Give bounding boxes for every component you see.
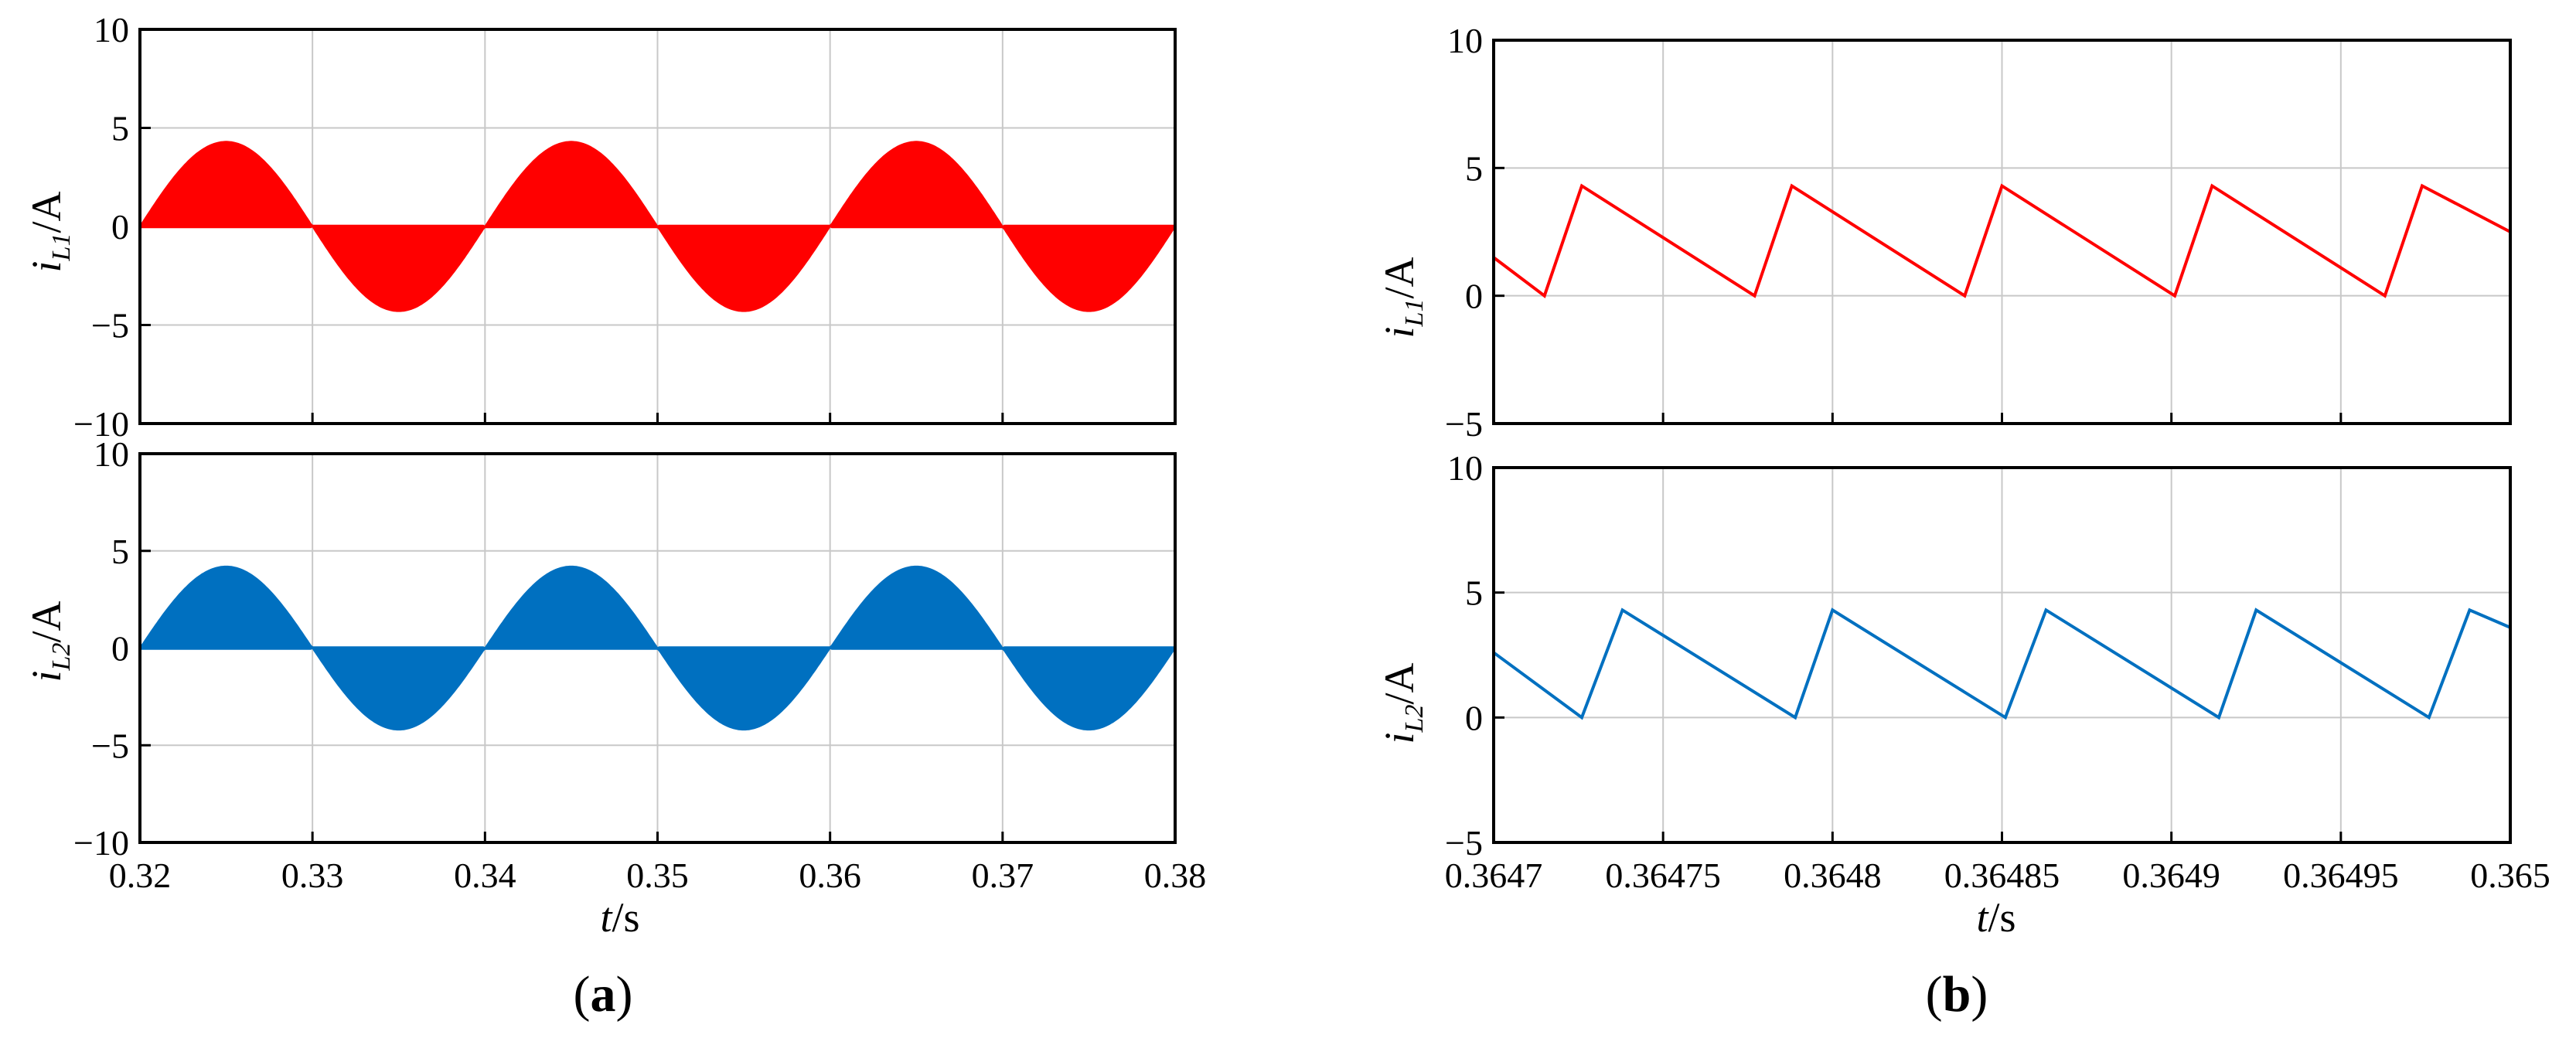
chart-4: 0.3647 0.36475 0.3648 0.36485 0.3649 0.36495 0…	[1445, 448, 2550, 895]
x-tick-label: 0.3649	[2122, 856, 2220, 895]
chart-2: 0.32 0.33 0.34 0.35 0.36 0.37 0.38 10 5 0 −5 −10	[73, 434, 1206, 895]
y-tick-label: 10	[1447, 448, 1483, 488]
xlabel-b: t/s	[1976, 894, 2015, 941]
y-tick-label: 5	[111, 532, 129, 571]
ylabel-il1-a: iL1/A	[23, 192, 76, 273]
plot-frame	[1492, 466, 2512, 844]
ylabel-il2-a: iL2/A	[23, 601, 76, 682]
y-tick-label: −5	[91, 726, 129, 765]
y-tick-label: 5	[1465, 573, 1483, 613]
y-tick-label: 5	[111, 109, 129, 148]
x-tick-label: 0.36475	[1605, 856, 1721, 895]
x-tick-label: 0.34	[454, 856, 516, 895]
y-tick-label: −5	[1445, 404, 1483, 444]
y-tick-label: 5	[1465, 148, 1483, 188]
y-tick-label: −10	[73, 404, 129, 444]
y-tick-label: 0	[111, 207, 129, 247]
xlabel-a: t/s	[600, 894, 639, 941]
x-tick-label: 0.33	[281, 856, 344, 895]
y-tick-label: −10	[73, 823, 129, 863]
y-tick-label: 10	[1447, 21, 1483, 60]
x-tick-label: 0.37	[972, 856, 1034, 895]
x-tick-label: 0.36	[799, 856, 861, 895]
x-tick-label: 0.3648	[1784, 856, 1882, 895]
plot-frame	[138, 452, 1177, 844]
series-line	[1492, 183, 2511, 298]
y-tick-label: 0	[1465, 698, 1483, 737]
x-tick-label: 0.32	[109, 856, 172, 895]
y-tick-label: −5	[91, 306, 129, 345]
panel-label-b: (b)	[1926, 966, 1988, 1023]
series-line	[1492, 607, 2511, 720]
chart-3: 10 5 0 −5	[1445, 21, 2512, 444]
x-tick-label: 0.3647	[1445, 856, 1543, 895]
x-tick-label: 0.38	[1144, 856, 1207, 895]
y-tick-label: −5	[1445, 823, 1483, 863]
x-tick-label: 0.365	[2470, 856, 2550, 895]
plot-frame	[1492, 39, 2512, 425]
panel-label-a: (a)	[574, 966, 633, 1023]
y-tick-label: 0	[1465, 277, 1483, 316]
chart-1: 10 5 0 −5 −10	[73, 10, 1177, 444]
y-tick-label: 10	[94, 434, 129, 474]
plot-frame	[138, 28, 1177, 425]
y-tick-label: 10	[94, 10, 129, 49]
x-tick-label: 0.36495	[2283, 856, 2399, 895]
x-tick-label: 0.35	[626, 856, 689, 895]
ylabel-il1-b: iL1/A	[1376, 257, 1429, 339]
x-tick-label: 0.36485	[1944, 856, 2060, 895]
y-tick-label: 0	[111, 629, 129, 669]
ylabel-il2-b: iL2/A	[1376, 663, 1429, 744]
